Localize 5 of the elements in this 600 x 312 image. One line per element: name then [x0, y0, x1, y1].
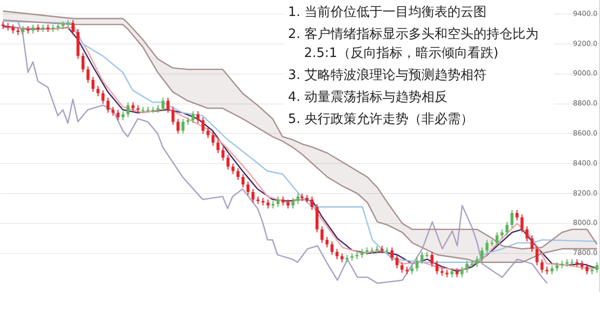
annotation: 4. 动量震荡指标与趋势相反 [288, 89, 449, 107]
annotation: 2. 客户情绪指标显示多头和空头的持仓比为2.5:1（反向指标，暗示倾向看跌) [288, 26, 540, 63]
annotation: 1. 当前价位低于一目均衡表的云图 [288, 4, 488, 22]
annotation: 5. 央行政策允许走势（非必需） [288, 111, 475, 129]
annotation: 3. 艾略特波浪理论与预测趋势相符 [288, 67, 488, 85]
